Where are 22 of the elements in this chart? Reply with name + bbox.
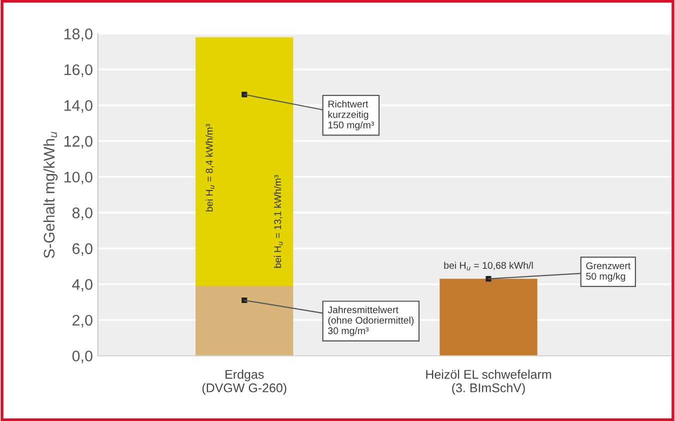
y-tick-label: 0,0 (72, 350, 92, 364)
annotation: Jahresmittelwert (ohne Odoriermittel) 30 mg/m³ (328, 306, 414, 336)
x-tick-label: Heizöl EL schwefelarm (3. BImSchV) (426, 370, 552, 395)
annotation: bei H$_{u}$ = 10,68 kWh/l (444, 262, 533, 270)
annotation: Richtwert kurzzeitig 150 mg/m³ (328, 100, 374, 130)
bar (196, 37, 294, 286)
y-tick-label: 14,0 (64, 100, 92, 113)
y-tick-label: 4,0 (72, 279, 92, 292)
y-tick-label: 18,0 (64, 28, 92, 42)
x-tick-label: Erdgas (DVGW G-260) (202, 370, 286, 395)
annotation: bei H$_{u}$ = 8,4 kWh/m³ (206, 124, 214, 212)
y-tick-label: 8,0 (72, 207, 92, 220)
annotation: Grenzwert 50 mg/kg (586, 262, 631, 282)
bar (196, 286, 294, 356)
bar (440, 278, 538, 356)
y-tick-label: 10,0 (64, 172, 92, 184)
y-tick-label: 2,0 (72, 314, 92, 328)
y-tick-label: 12,0 (64, 136, 92, 149)
y-tick-label: 6,0 (72, 243, 92, 256)
annotation: bei H$_{u}$ = 13,1 kWh/m³ (274, 175, 283, 268)
y-axis-title: S-Gehalt mg/kWh$_{u}$ (43, 132, 58, 258)
y-tick-label: 16,0 (64, 64, 92, 77)
